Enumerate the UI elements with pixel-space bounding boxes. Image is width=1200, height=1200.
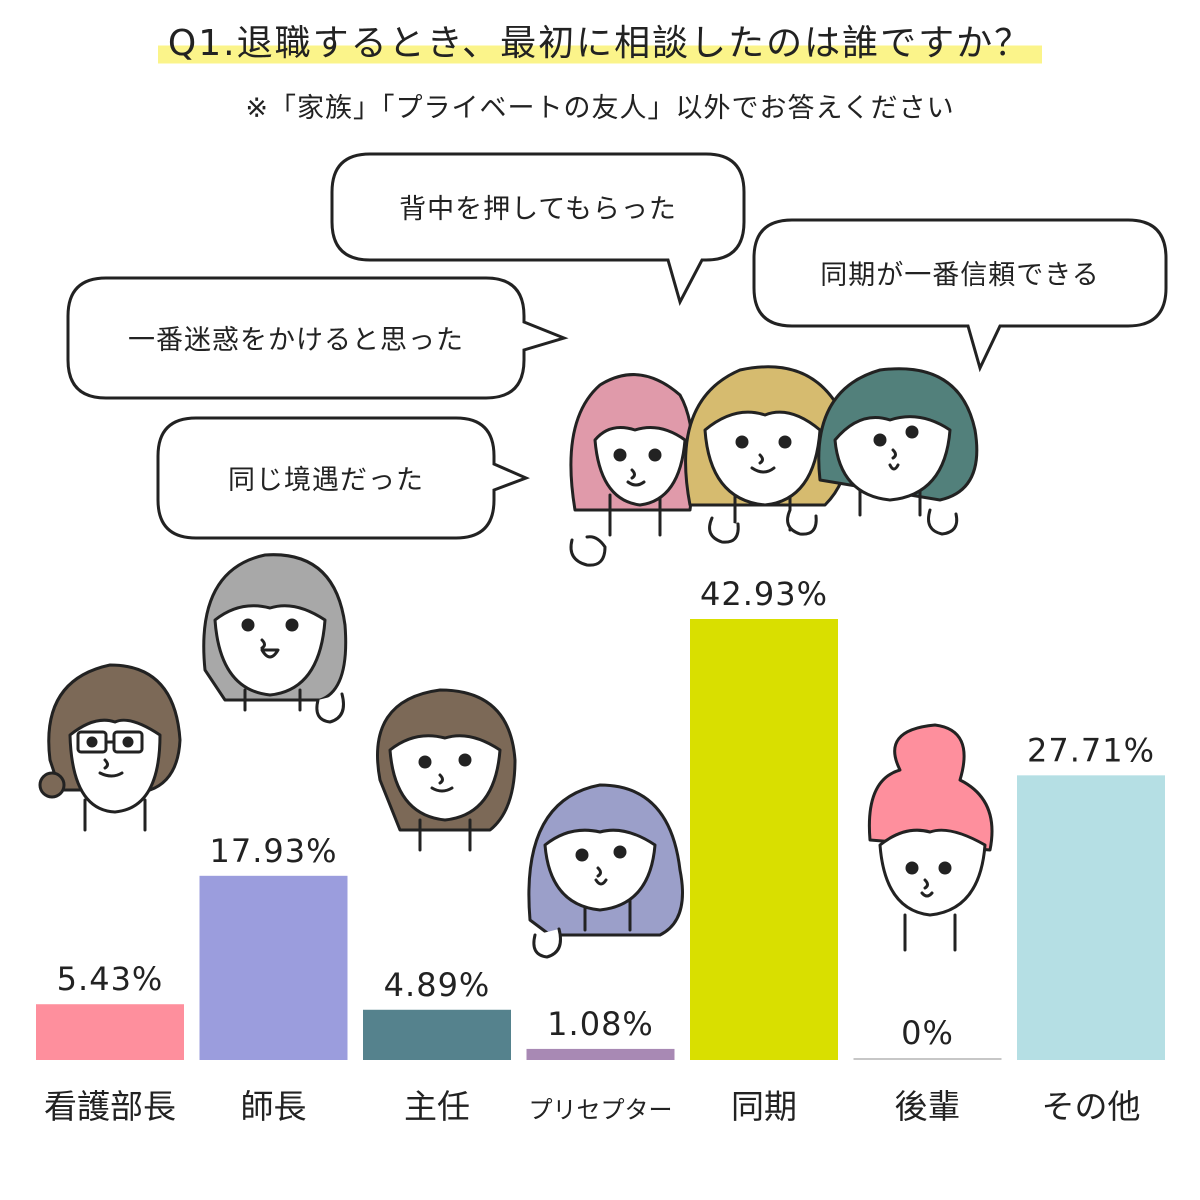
category-label-5: 同期 xyxy=(731,1087,797,1126)
bubble-text: 同期が一番信頼できる xyxy=(820,259,1100,291)
junior-character xyxy=(867,723,994,952)
chart-title: Q1.退職するとき、最初に相談したのは誰ですか？ xyxy=(157,14,1043,68)
speech-bubble-shape xyxy=(66,276,569,400)
category-label-7: その他 xyxy=(1042,1087,1141,1126)
head-nurse-character xyxy=(202,553,348,724)
bar-5 xyxy=(690,619,838,1060)
value-label-4: 1.08% xyxy=(547,1005,654,1043)
speech-bubble-shape xyxy=(752,218,1168,373)
preceptor-character xyxy=(527,783,684,959)
category-label-1: 看護部長 xyxy=(44,1087,176,1126)
chart-subtitle: ※「家族」「プライベートの友人」以外でお答えください xyxy=(245,93,955,124)
director-character xyxy=(38,663,182,832)
value-label-2: 17.93% xyxy=(209,832,337,870)
speech-bubble-shape xyxy=(156,416,530,540)
speech-bubble-push: 背中を押してもらった xyxy=(330,152,746,307)
yellow-hair-character xyxy=(684,365,849,544)
category-label-3: 主任 xyxy=(404,1087,470,1126)
category-label-6: 後輩 xyxy=(895,1087,961,1126)
bar-4 xyxy=(526,1048,675,1060)
bubble-text: 背中を押してもらった xyxy=(399,193,677,225)
pink-hair-character xyxy=(569,373,695,567)
teal-hair-character xyxy=(817,367,979,536)
bar-chart: 5.43% 看護部長 17.93% 師長 4.89% 主任 1.08% プリセプター 42.93… xyxy=(36,575,1165,1126)
value-label-3: 4.89% xyxy=(384,966,491,1004)
value-label-1: 5.43% xyxy=(57,960,164,998)
chief-character xyxy=(376,688,517,852)
speech-bubble-shape xyxy=(330,152,746,307)
value-label-6: 0% xyxy=(901,1014,954,1052)
value-label-5: 42.93% xyxy=(700,575,828,613)
bubble-text: 一番迷惑をかけると思った xyxy=(128,324,464,356)
bar-1 xyxy=(36,1004,184,1060)
category-label-2: 師長 xyxy=(241,1087,307,1126)
category-label-4: プリセプター xyxy=(529,1096,673,1124)
title-area: Q1.退職するとき、最初に相談したのは誰ですか？ xyxy=(0,14,1200,68)
bubble-text: 同じ境遇だった xyxy=(228,464,424,496)
bar-3 xyxy=(363,1009,511,1060)
bar-6 xyxy=(853,1058,1002,1060)
bar-7 xyxy=(1017,775,1165,1060)
value-label-7: 27.71% xyxy=(1027,731,1155,769)
speech-bubble-same: 同じ境遇だった xyxy=(156,416,530,542)
speech-bubble-trouble: 一番迷惑をかけると思った xyxy=(66,276,569,402)
speech-bubble-trust: 同期が一番信頼できる xyxy=(752,218,1168,373)
bar-2 xyxy=(199,875,348,1060)
